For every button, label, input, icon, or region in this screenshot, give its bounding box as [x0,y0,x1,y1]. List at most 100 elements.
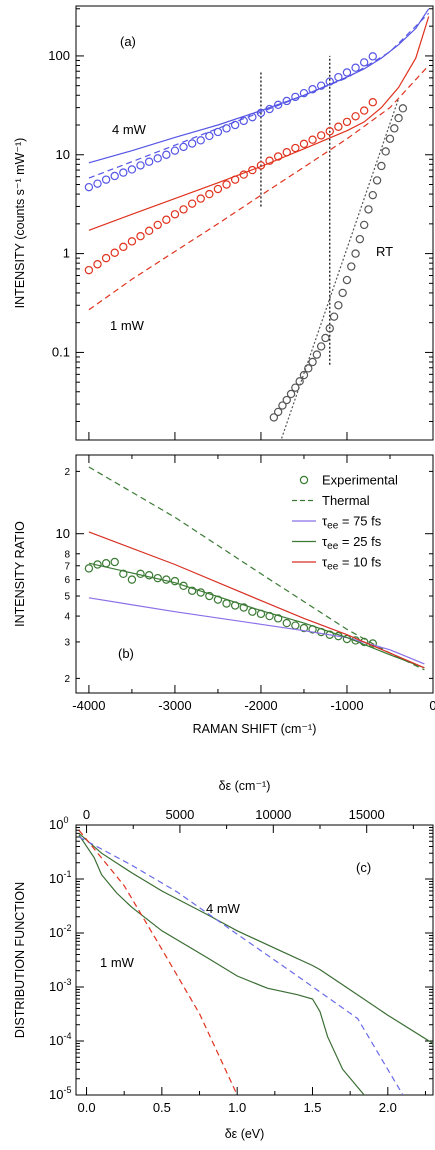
pa-series-0-marker [308,85,317,94]
pa-series-1-line [88,8,430,164]
panel-c-y-tick-exponent: -1 [63,869,71,879]
pa-series-6-marker [334,301,343,310]
pa-series-3-marker [351,112,360,121]
pa-series-3-marker [153,220,162,230]
pa-series-3-marker [170,210,180,219]
panel-a-annotation: 4 mW [112,122,147,137]
pa-series-3-marker [136,231,145,241]
pa-series-6-marker [299,370,309,380]
pa-series-0-marker [144,157,154,166]
pa-series-3-marker [84,265,94,275]
pa-series-6-marker [325,324,334,333]
panel-b-y-tick-label: 6 [64,575,70,586]
pa-series-6-marker [364,205,373,214]
pa-series-0-marker [351,63,360,72]
panel-c-y-tick-base: 10 [49,1087,63,1102]
pa-series-3-marker [127,237,137,246]
pa-series-3-marker [359,106,369,115]
pa-series-6-marker [329,312,339,321]
pa-series-0-marker [239,116,248,126]
pb-series-0-marker [282,618,291,628]
pa-series-6-marker [282,395,291,405]
panel-c-top-x-axis-title: δε (cm⁻¹) [219,779,271,793]
pc-series-0-line [78,832,433,1045]
pb-series-0-marker [101,559,111,568]
pc-series-2-line [78,836,404,1095]
pa-series-0-marker [359,58,369,67]
legend-entry-label: τee = 10 fs [322,555,382,573]
panel-b-y-tick-label: 3 [64,637,70,648]
panel-b-y-tick-label: 4 [64,612,70,623]
pb-series-0-marker [273,614,283,623]
panel-a-y-tick-label: 100 [48,48,70,63]
panel-c-y-tick-label: 10-1 [49,869,71,886]
panel-b-y-tick-label: 2 [64,674,70,685]
pa-series-6-marker [394,113,403,123]
panel-c-y-tick-label: 10-5 [49,1085,71,1102]
pa-series-6-marker [372,176,382,185]
pa-series-0-marker [205,131,214,141]
pa-series-2-line [88,12,430,179]
pb-series-0-marker [187,586,197,595]
pb-series-2-line [88,597,425,665]
panel-a-annotation: 1 mW [110,318,145,333]
panel-c-x-axis-title: δε (eV) [225,1127,265,1141]
pa-series-6-marker [351,249,360,258]
panel-b-x-tick-label: -2000 [244,698,277,713]
pb-series-0-marker [222,599,231,608]
panel-c-y-tick-exponent: -3 [63,977,71,987]
pc-series-1-line [78,834,365,1095]
panel-c-y-tick-exponent: -2 [63,923,71,933]
legend-entry-text: = 25 fs [338,534,381,549]
panel-b-label: (b) [118,646,134,661]
panel-c-x-tick-label: 0.5 [153,1100,171,1115]
panel-a-y-tick-label: 0.1 [52,344,70,359]
panel-c-x-tick-label: 1.0 [228,1100,246,1115]
pa-series-6-marker [304,364,313,373]
pa-series-6-marker [398,104,408,113]
pa-series-3-marker [265,156,274,165]
pa-series-6-marker [273,407,283,417]
pa-series-6-marker [342,275,352,285]
panel-a-y-tick-label: 10 [56,147,70,162]
pa-series-3-marker [342,117,352,127]
pa-series-0-marker [127,165,137,174]
pa-series-3-marker [144,226,154,236]
legend-entry-label: τee = 75 fs [322,514,382,532]
pa-series-6-marker [355,234,365,244]
panel-c-y-tick-label: 100 [49,815,68,832]
panel-b-y-tick-label: 2 [64,467,70,478]
legend-marker-swatch [299,475,309,485]
panel-c-top-x-tick-label: 5000 [165,807,194,822]
pa-series-0-marker [93,179,102,188]
pa-series-6-marker [368,190,377,200]
panel-c-y-tick-label: 10-2 [49,923,71,940]
pa-series-3-marker [291,143,300,153]
pa-series-3-marker [110,248,119,257]
panel-c-top-x-tick-label: 15000 [349,807,385,822]
legend-entry-text: Experimental [322,473,398,488]
pc-series-3-line [78,829,238,1095]
panel-b-y-tick-label: 10 [56,526,70,541]
panel-c-annotation: 4 mW [206,901,241,916]
panel-c-y-tick-label: 10-3 [49,977,71,994]
pb-series-0-marker [205,591,214,601]
pa-series-3-marker [187,199,197,208]
pa-series-6-marker [385,134,395,144]
legend-entry-text: = 10 fs [338,555,381,570]
pb-series-0-marker [239,603,248,612]
legend-entry-text: τ [322,514,328,529]
panel-b-y-tick-label: 5 [64,592,70,603]
pa-series-3-marker [325,127,334,136]
pa-series-0-marker [136,161,145,170]
pa-series-0-marker [325,77,334,86]
legend-entry-subscript: ee [327,562,339,573]
panel-b-y-tick-label: 8 [64,549,70,560]
panel-b-x-tick-label: 0 [429,698,435,713]
panel-c-frame [75,824,434,1096]
legend-entry-label: τee = 25 fs [322,534,382,552]
pa-series-0-marker [153,154,162,163]
pa-series-3-marker [93,260,102,269]
legend-entry-subscript: ee [327,541,339,552]
pa-series-0-marker [119,168,128,177]
